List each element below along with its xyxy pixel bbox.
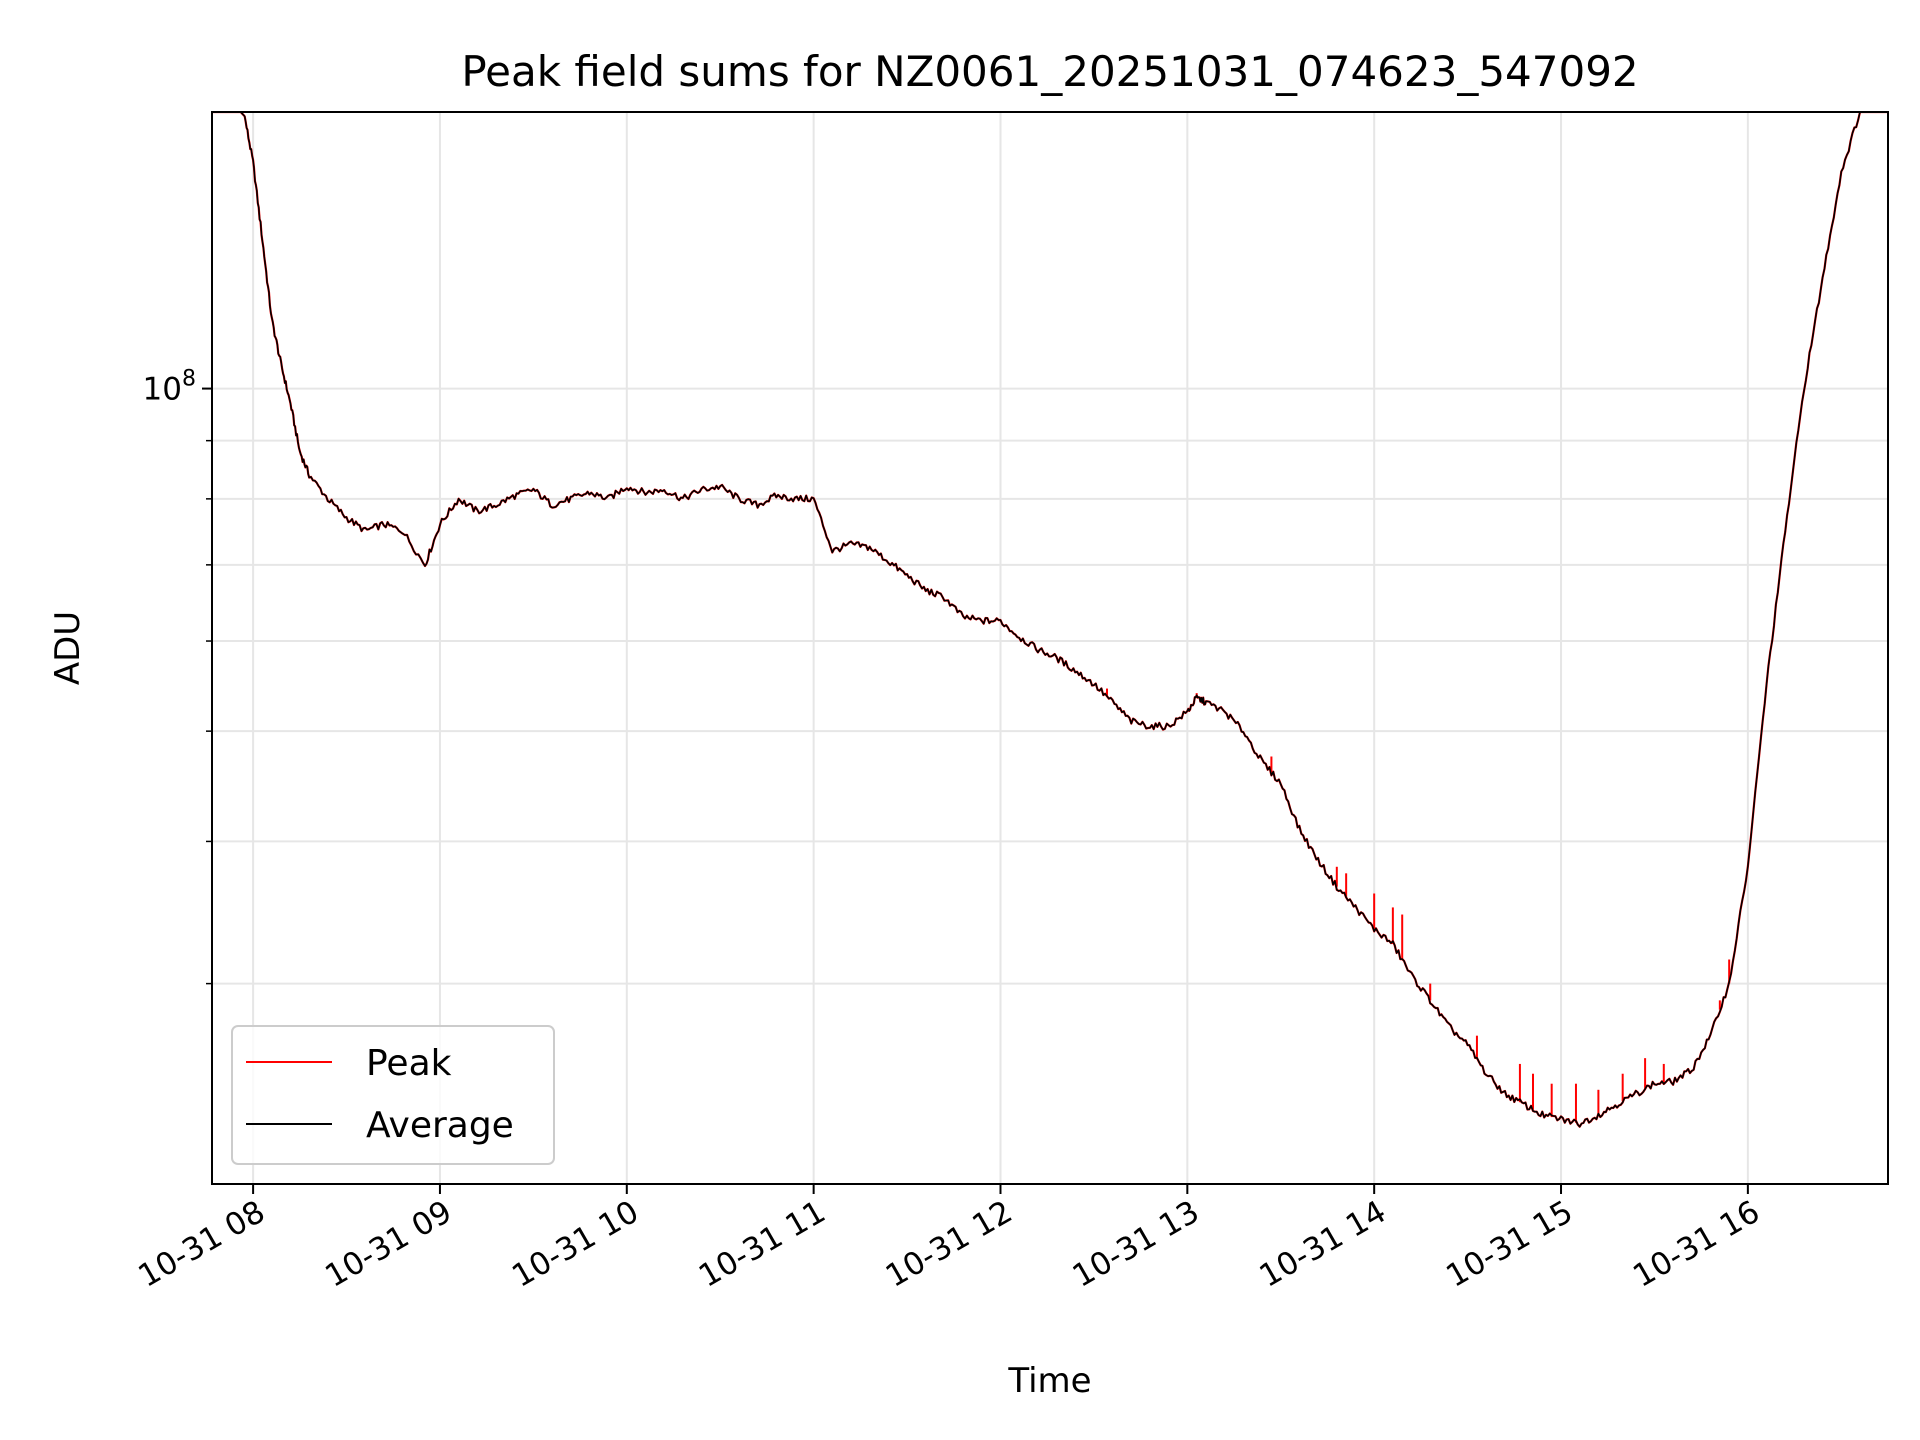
y-axis-ticks: 108 [143,367,212,985]
x-axis-label: Time [1007,1361,1091,1401]
legend-frame [231,1025,555,1165]
legend-average-label: Average [366,1105,514,1146]
y-tick-label: 108 [143,367,196,408]
chart-title: Peak field sums for NZ0061_20251031_0746… [461,47,1638,96]
legend: Peak Average [231,1025,555,1165]
legend-peak-label: Peak [366,1043,452,1084]
series-layer [212,112,1888,1128]
plot-frame [211,111,1889,1185]
y-axis-label: ADU [48,611,88,685]
average-series-line [212,112,1888,1128]
grid [212,112,1888,1184]
